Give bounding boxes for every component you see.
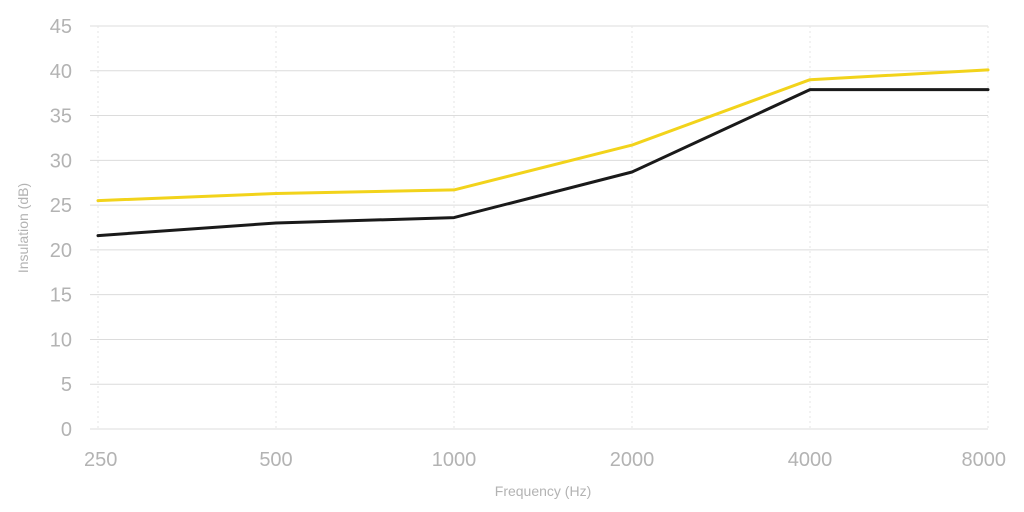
- y-tick-label: 25: [50, 195, 72, 217]
- series: [96, 68, 990, 238]
- x-tick-label: 500: [259, 449, 292, 471]
- y-tick-label: 30: [50, 150, 72, 172]
- x-axis-title: Frequency (Hz): [495, 483, 591, 499]
- x-tick-label: 8000: [962, 449, 1007, 471]
- x-axis-ticks: 250 500 1000 2000 4000 8000: [84, 449, 1006, 471]
- y-tick-label: 0: [61, 419, 72, 441]
- y-tick-label: 45: [50, 16, 72, 38]
- y-tick-label: 20: [50, 240, 72, 262]
- x-tick-label: 250: [84, 449, 117, 471]
- y-tick-label: 5: [61, 374, 72, 396]
- x-tick-label: 2000: [610, 449, 655, 471]
- series-line-1: [96, 68, 990, 203]
- y-axis-title: Insulation (dB): [15, 183, 31, 273]
- grid: [90, 25, 989, 430]
- y-tick-label: 15: [50, 285, 72, 307]
- x-tick-label: 1000: [432, 449, 477, 471]
- x-tick-label: 4000: [788, 449, 833, 471]
- y-tick-label: 35: [50, 106, 72, 128]
- y-tick-label: 40: [50, 61, 72, 83]
- y-tick-label: 10: [50, 329, 72, 351]
- y-axis-ticks: 0 5 10 15 20 25 30 35 40 45: [50, 16, 72, 441]
- series-line-2: [96, 88, 990, 238]
